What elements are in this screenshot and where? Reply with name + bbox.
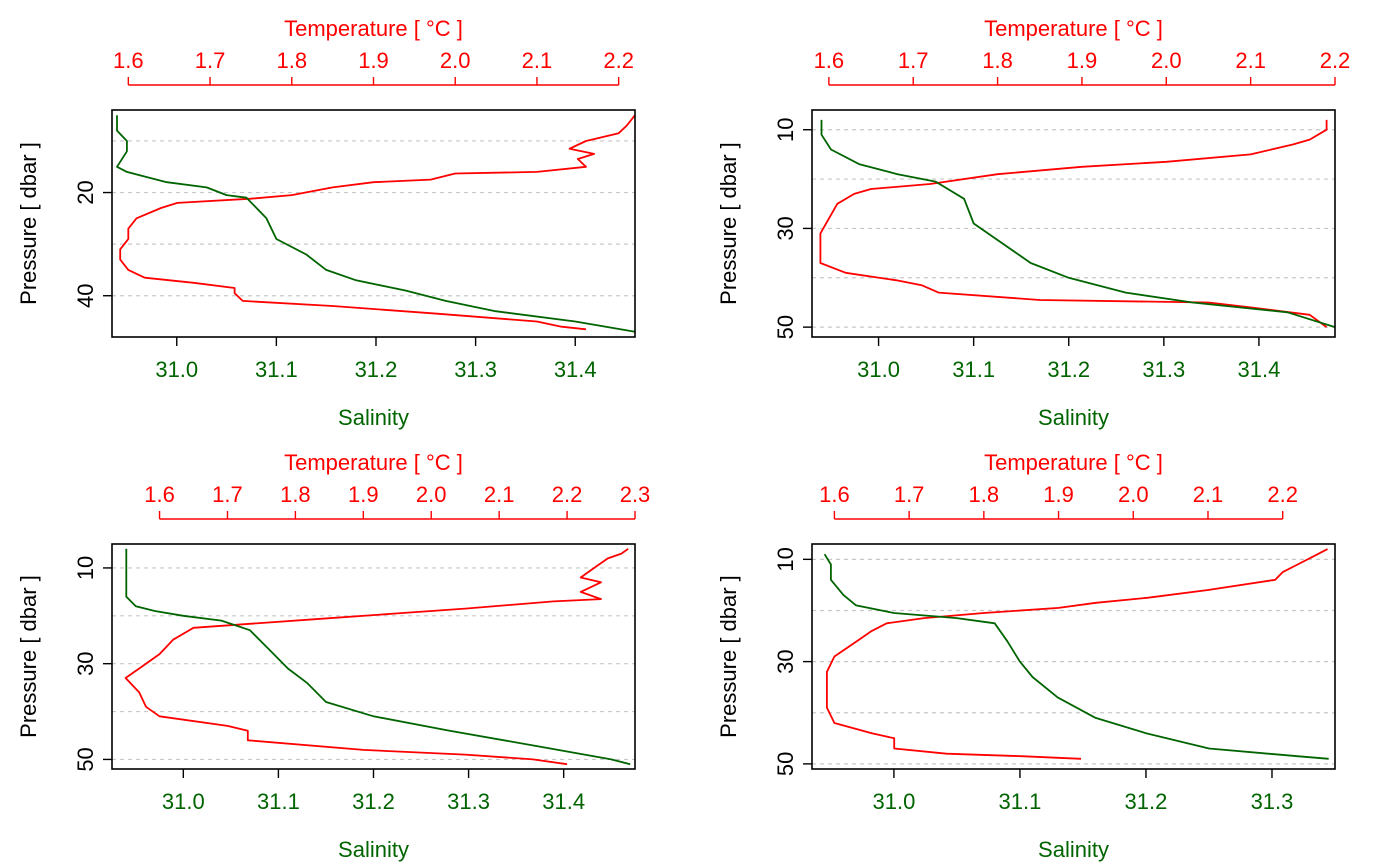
pressure-tick-label: 50 [773,752,798,776]
temperature-tick-label: 2.0 [416,482,447,507]
salinity-profile-line [116,115,636,333]
temperature-tick-label: 1.7 [212,482,243,507]
pressure-tick-label: 10 [773,547,798,571]
salinity-tick-label: 31.0 [857,357,900,382]
salinity-tick-label: 31.3 [1142,357,1185,382]
plot-frame [811,109,1336,338]
salinity-axis-label: Salinity [1038,837,1109,862]
salinity-axis-label: Salinity [338,405,409,430]
salinity-tick-label: 31.0 [162,789,205,814]
temperature-tick-label: 1.8 [969,482,1000,507]
temperature-tick-label: 1.6 [144,482,175,507]
temperature-profile-line [124,548,629,766]
pressure-axis-label: Pressure [ dbar ] [716,575,741,738]
temperature-tick-label: 1.9 [1043,482,1074,507]
temperature-axis-label: Temperature [ °C ] [284,450,463,475]
temperature-tick-label: 2.3 [620,482,651,507]
salinity-tick-label: 31.3 [447,789,490,814]
temperature-tick-label: 2.0 [1151,48,1182,73]
salinity-tick-label: 31.2 [355,357,398,382]
temperature-tick-label: 2.2 [1320,48,1351,73]
pressure-tick-label: 10 [73,556,98,580]
temperature-tick-label: 1.9 [358,48,389,73]
temperature-tick-label: 1.7 [898,48,929,73]
pressure-tick-label: 50 [73,747,98,771]
temperature-profile-line [826,548,1328,760]
temperature-tick-label: 2.2 [552,482,583,507]
temperature-tick-label: 1.8 [276,48,307,73]
salinity-axis-label: Salinity [338,837,409,862]
panel-2: 31.0 31.1 31.2 31.3 31.4 Salinity 1.6 1.7 1.8 1.9… [716,16,1350,430]
salinity-tick-label: 31.1 [257,789,300,814]
salinity-tick-label: 31.0 [155,357,198,382]
pressure-tick-label: 30 [773,216,798,240]
temperature-tick-label: 2.1 [1235,48,1266,73]
salinity-tick-label: 31.2 [1125,789,1168,814]
temperature-tick-label: 1.7 [894,482,925,507]
salinity-tick-label: 31.1 [999,789,1042,814]
temperature-tick-label: 2.2 [1267,482,1298,507]
salinity-tick-label: 31.2 [1047,357,1090,382]
salinity-tick-label: 31.1 [952,357,995,382]
salinity-tick-label: 31.4 [554,357,597,382]
temperature-tick-label: 2.1 [522,48,553,73]
salinity-tick-label: 31.3 [1251,789,1294,814]
temperature-axis-label: Temperature [ °C ] [984,16,1163,41]
panel-1: 31.0 31.1 31.2 31.3 31.4 Salinity 1.6 1.7 1.8 1.9… [16,16,636,430]
temperature-tick-label: 1.7 [195,48,226,73]
plot-frame [111,109,636,338]
panel-4: 31.0 31.1 31.2 31.3 Salinity 1.6 1.7 1.8 1.9 2.0 2… [716,450,1336,862]
pressure-tick-label: 30 [73,651,98,675]
temperature-axis-label: Temperature [ °C ] [984,450,1163,475]
temperature-tick-label: 2.1 [1193,482,1224,507]
panel-3: 31.0 31.1 31.2 31.3 31.4 Salinity 1.6 1.7 1.8 1.9… [16,450,650,862]
salinity-profile-line [823,553,1329,760]
temperature-tick-label: 2.1 [484,482,515,507]
pressure-axis-label: Pressure [ dbar ] [16,575,41,738]
salinity-profile-line [125,548,631,766]
salinity-tick-label: 31.4 [1238,357,1281,382]
pressure-tick-label: 20 [73,180,98,204]
salinity-tick-label: 31.0 [873,789,916,814]
temperature-tick-label: 1.8 [280,482,311,507]
temperature-profile-line [119,114,636,331]
pressure-tick-label: 10 [773,117,798,141]
pressure-axis-label: Pressure [ dbar ] [16,142,41,305]
plot-frame [811,543,1336,770]
salinity-profile-line [820,119,1336,328]
temperature-tick-label: 2.0 [440,48,471,73]
temperature-tick-label: 1.8 [982,48,1013,73]
pressure-axis-label: Pressure [ dbar ] [716,142,741,305]
temperature-tick-label: 1.6 [819,482,850,507]
salinity-tick-label: 31.2 [352,789,395,814]
temperature-tick-label: 1.6 [814,48,845,73]
pressure-tick-label: 50 [773,315,798,339]
pressure-tick-label: 40 [73,283,98,307]
temperature-tick-label: 1.9 [1067,48,1098,73]
salinity-tick-label: 31.3 [454,357,497,382]
pressure-tick-label: 30 [773,649,798,673]
plot-frame [111,543,636,770]
temperature-tick-label: 2.0 [1118,482,1149,507]
salinity-tick-label: 31.1 [255,357,298,382]
salinity-tick-label: 31.4 [542,789,585,814]
salinity-axis-label: Salinity [1038,405,1109,430]
temperature-tick-label: 1.9 [348,482,379,507]
temperature-tick-label: 1.6 [113,48,144,73]
temperature-axis-label: Temperature [ °C ] [284,16,463,41]
temperature-profile-line [819,119,1328,328]
temperature-tick-label: 2.2 [603,48,634,73]
